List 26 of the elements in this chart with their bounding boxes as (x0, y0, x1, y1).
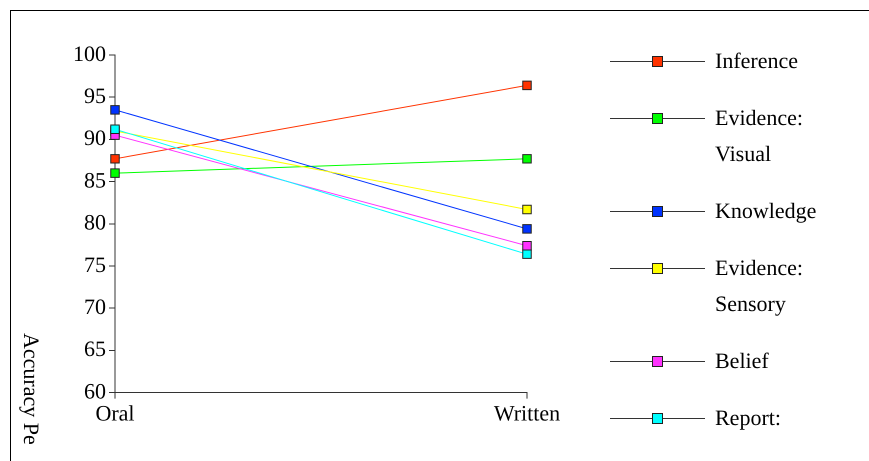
y-tick-label: 65 (84, 336, 106, 362)
legend-label: Report: (715, 404, 781, 432)
y-tick-label: 90 (84, 125, 106, 150)
y-tick-label: 70 (84, 294, 106, 319)
point (110, 105, 120, 115)
y-tick-label: 100 (73, 40, 106, 66)
legend-label: Knowledge (715, 197, 816, 225)
x-tick-label: Oral (95, 400, 135, 426)
point (522, 80, 532, 90)
legend-label: Inference (715, 47, 798, 75)
legend-label: Evidence: Sensory (715, 254, 804, 318)
point (522, 249, 532, 259)
point (110, 154, 120, 164)
point (522, 204, 532, 214)
point (522, 224, 532, 234)
y-tick-label: 75 (84, 252, 106, 277)
point (110, 168, 120, 178)
legend-label: Evidence: Visual (715, 104, 804, 168)
y-tick-label: 60 (84, 378, 106, 404)
point (522, 154, 532, 164)
y-axis-title: Accuracy Pe (18, 333, 44, 445)
x-tick-label: Written (494, 400, 560, 426)
y-tick-label: 85 (84, 167, 106, 192)
y-tick-label: 95 (84, 82, 106, 108)
y-tick-label: 80 (84, 210, 106, 235)
legend-label: Belief (715, 347, 769, 375)
